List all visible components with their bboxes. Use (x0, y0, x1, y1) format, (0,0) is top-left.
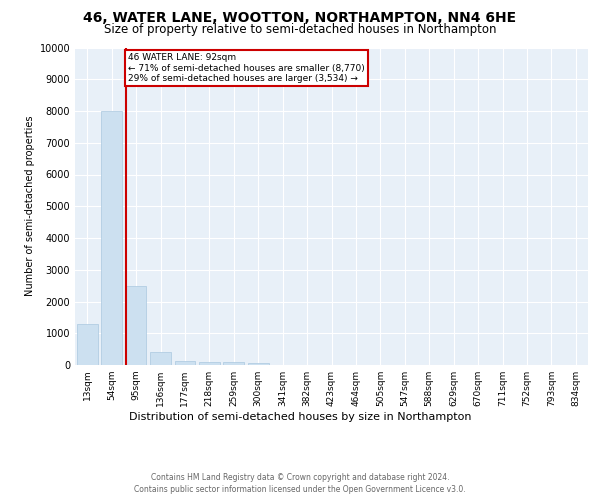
Bar (223, 362, 244, 365)
Text: Distribution of semi-detached houses by size in Northampton: Distribution of semi-detached houses by … (129, 412, 471, 422)
Y-axis label: Number of semi-detached properties: Number of semi-detached properties (25, 116, 35, 296)
Text: Contains HM Land Registry data © Crown copyright and database right 2024.
Contai: Contains HM Land Registry data © Crown c… (134, 472, 466, 494)
Text: 46, WATER LANE, WOOTTON, NORTHAMPTON, NN4 6HE: 46, WATER LANE, WOOTTON, NORTHAMPTON, NN… (83, 11, 517, 25)
Bar (175, 361, 196, 365)
Text: Size of property relative to semi-detached houses in Northampton: Size of property relative to semi-detach… (104, 22, 496, 36)
Bar (150, 352, 171, 365)
Bar (125, 286, 146, 365)
Text: 46 WATER LANE: 92sqm
← 71% of semi-detached houses are smaller (8,770)
29% of se: 46 WATER LANE: 92sqm ← 71% of semi-detac… (128, 53, 365, 83)
Bar (199, 362, 220, 365)
Bar (248, 363, 269, 365)
Bar (77, 324, 98, 365)
Bar (101, 111, 122, 365)
